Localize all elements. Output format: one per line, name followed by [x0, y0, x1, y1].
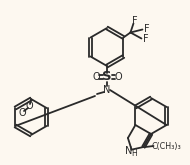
Text: O: O — [18, 108, 26, 118]
Text: N: N — [125, 146, 132, 156]
Text: O: O — [114, 72, 122, 82]
Text: H: H — [132, 149, 137, 158]
Text: O: O — [92, 72, 100, 82]
Text: S: S — [102, 70, 112, 83]
Text: O: O — [25, 101, 33, 111]
Text: F: F — [143, 34, 148, 45]
Text: F: F — [132, 16, 137, 26]
Text: F: F — [144, 23, 149, 33]
Text: C(CH₃)₃: C(CH₃)₃ — [152, 143, 181, 151]
Text: N: N — [103, 85, 111, 95]
